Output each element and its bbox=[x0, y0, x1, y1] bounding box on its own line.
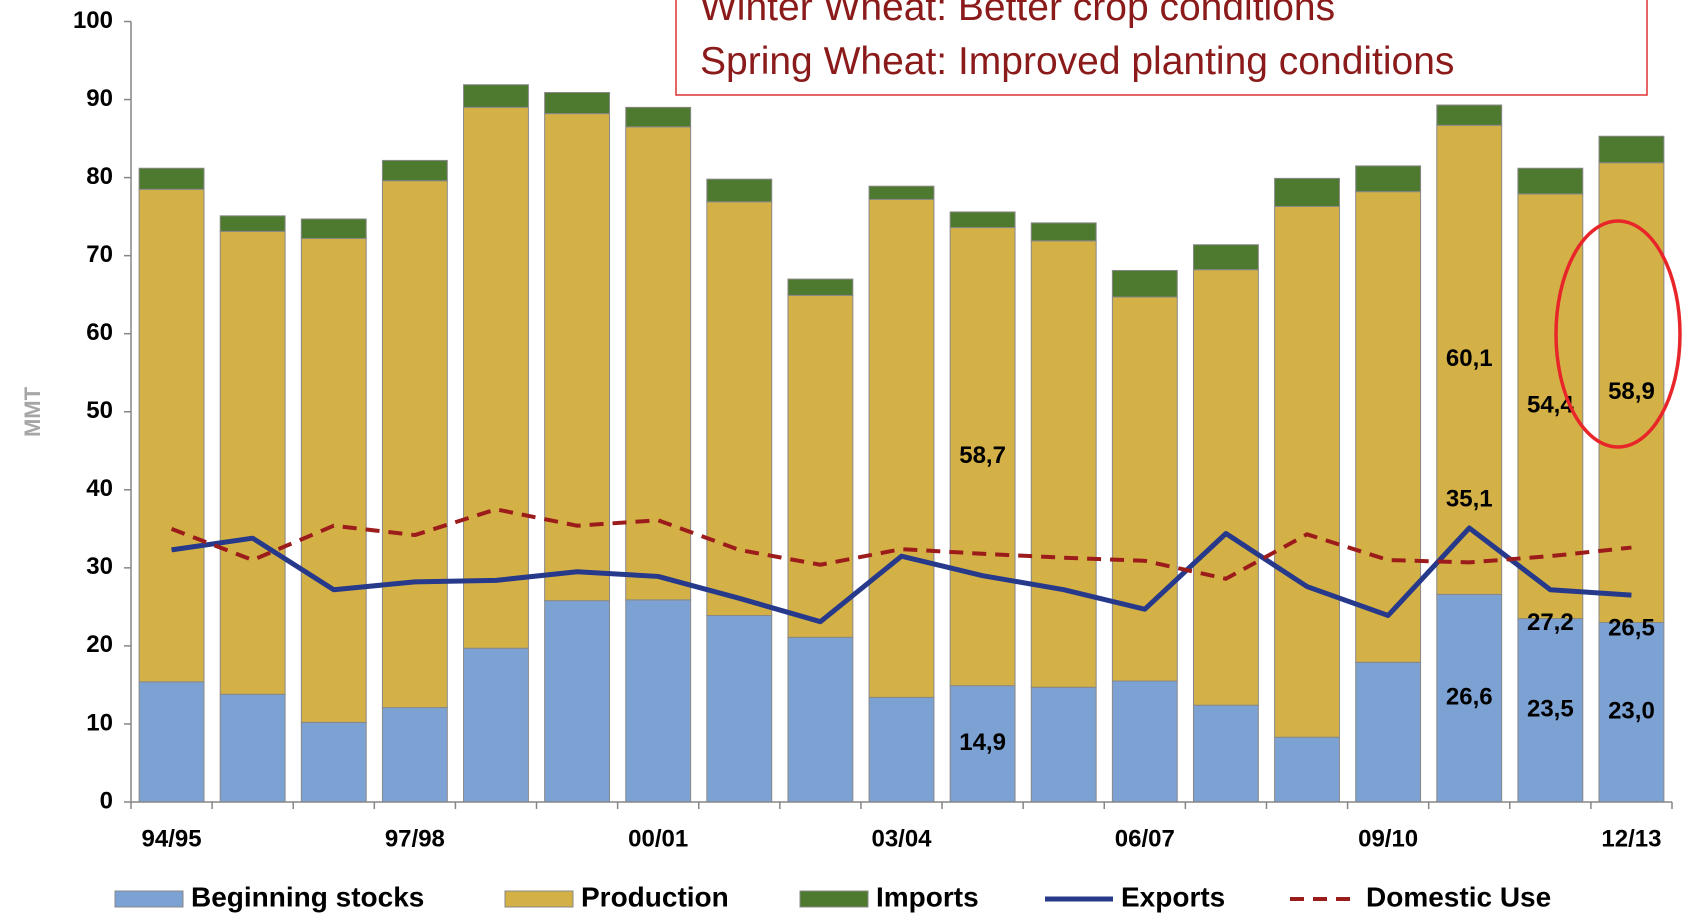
y-tick-label: 90 bbox=[86, 85, 113, 112]
bar-segment bbox=[706, 201, 773, 616]
bar-segment bbox=[1355, 165, 1422, 193]
legend-swatch bbox=[114, 890, 184, 908]
annotation-line: Spring Wheat: Improved planting conditio… bbox=[700, 40, 1454, 83]
bar-segment bbox=[1111, 296, 1178, 682]
bar-segment bbox=[706, 178, 773, 203]
bar-segment bbox=[544, 600, 611, 803]
bar-segment bbox=[463, 84, 529, 108]
bar-segment bbox=[868, 198, 935, 698]
data-label: 27,2 bbox=[1527, 609, 1574, 636]
y-tick-label: 20 bbox=[86, 631, 113, 658]
bar-segment bbox=[1355, 661, 1422, 803]
y-tick-label: 100 bbox=[73, 7, 113, 34]
bar-segment bbox=[1192, 704, 1259, 803]
y-tick-label: 80 bbox=[86, 163, 113, 190]
bar-segment bbox=[1355, 191, 1422, 663]
data-label: 26,6 bbox=[1446, 684, 1493, 711]
data-label: 35,1 bbox=[1446, 485, 1493, 512]
bar-segment bbox=[1030, 686, 1097, 803]
legend-label: Imports bbox=[876, 881, 979, 912]
bar-segment bbox=[300, 237, 367, 723]
bar-segment bbox=[1030, 222, 1097, 242]
bar-segment bbox=[381, 159, 448, 182]
y-tick-label: 10 bbox=[86, 709, 113, 736]
bar-segment bbox=[625, 599, 692, 803]
highlight-ellipse bbox=[1554, 219, 1682, 449]
x-tick-label: 97/98 bbox=[385, 825, 445, 852]
y-tick-label: 30 bbox=[86, 553, 113, 580]
bar-segment bbox=[1436, 124, 1503, 595]
bar-segment bbox=[868, 696, 935, 803]
legend-label: Production bbox=[581, 881, 729, 912]
bar-segment bbox=[138, 188, 205, 683]
bar-segment bbox=[1598, 135, 1665, 164]
data-label: 60,1 bbox=[1446, 345, 1493, 372]
x-tick-label: 12/13 bbox=[1601, 825, 1661, 852]
bar-segment bbox=[1274, 736, 1340, 803]
bar-segment bbox=[868, 185, 935, 200]
bar-segment bbox=[219, 215, 286, 232]
bar-segment bbox=[544, 92, 611, 115]
bar-segment bbox=[300, 721, 367, 803]
line-series bbox=[170, 507, 1632, 581]
x-tick-label: 03/04 bbox=[871, 825, 932, 852]
bar-segment bbox=[787, 636, 854, 803]
bar-segment bbox=[381, 707, 448, 803]
bar-segment bbox=[949, 211, 1016, 229]
x-tick-label: 94/95 bbox=[142, 825, 202, 852]
bar-segment bbox=[138, 681, 205, 803]
bar-segment bbox=[625, 106, 692, 128]
bar-segment bbox=[1436, 104, 1503, 126]
data-label: 58,9 bbox=[1608, 378, 1655, 405]
annotation-box bbox=[675, 0, 1648, 96]
y-tick-label: 0 bbox=[100, 787, 113, 814]
data-label: 26,5 bbox=[1608, 615, 1655, 642]
annotation-line: Winter Wheat: Better crop conditions bbox=[700, 0, 1335, 29]
y-tick-label: 40 bbox=[86, 475, 113, 502]
bar-segment bbox=[1111, 269, 1178, 298]
bar-segment bbox=[787, 278, 854, 296]
legend-swatch bbox=[504, 890, 574, 908]
data-label: 58,7 bbox=[959, 442, 1006, 469]
bar-segment bbox=[1274, 177, 1340, 207]
y-tick-label: 70 bbox=[86, 241, 113, 268]
bar-segment bbox=[219, 693, 286, 803]
bar-segment bbox=[381, 180, 448, 709]
legend-label: Exports bbox=[1121, 881, 1225, 912]
bar-segment bbox=[219, 230, 286, 695]
data-label: 14,9 bbox=[959, 729, 1006, 756]
x-tick-label: 00/01 bbox=[628, 825, 688, 852]
bar-segment bbox=[1192, 244, 1259, 271]
bar-segment bbox=[1030, 240, 1097, 688]
line-series bbox=[171, 525, 1632, 625]
bar-segment bbox=[138, 167, 205, 190]
bar-segment bbox=[463, 106, 529, 649]
data-label: 23,5 bbox=[1527, 696, 1574, 723]
legend-label: Domestic Use bbox=[1366, 881, 1551, 912]
legend-swatch bbox=[799, 890, 869, 908]
bar-segment bbox=[1598, 621, 1665, 803]
bar-segment bbox=[300, 218, 367, 239]
data-label: 23,0 bbox=[1608, 698, 1655, 725]
x-tick-label: 09/10 bbox=[1358, 825, 1418, 852]
y-axis-label: MMT bbox=[20, 386, 45, 437]
bar-segment bbox=[1274, 205, 1340, 738]
bar-segment bbox=[1111, 680, 1178, 803]
bar-segment bbox=[706, 614, 773, 803]
bar-segment bbox=[1517, 167, 1584, 195]
legend-label: Beginning stocks bbox=[191, 881, 424, 912]
x-tick-label: 06/07 bbox=[1115, 825, 1175, 852]
bar-segment bbox=[1192, 269, 1259, 706]
y-tick-label: 60 bbox=[86, 319, 113, 346]
bar-segment bbox=[949, 227, 1016, 687]
y-tick-label: 50 bbox=[86, 397, 113, 424]
bar-segment bbox=[787, 294, 854, 638]
bar-segment bbox=[463, 647, 529, 803]
